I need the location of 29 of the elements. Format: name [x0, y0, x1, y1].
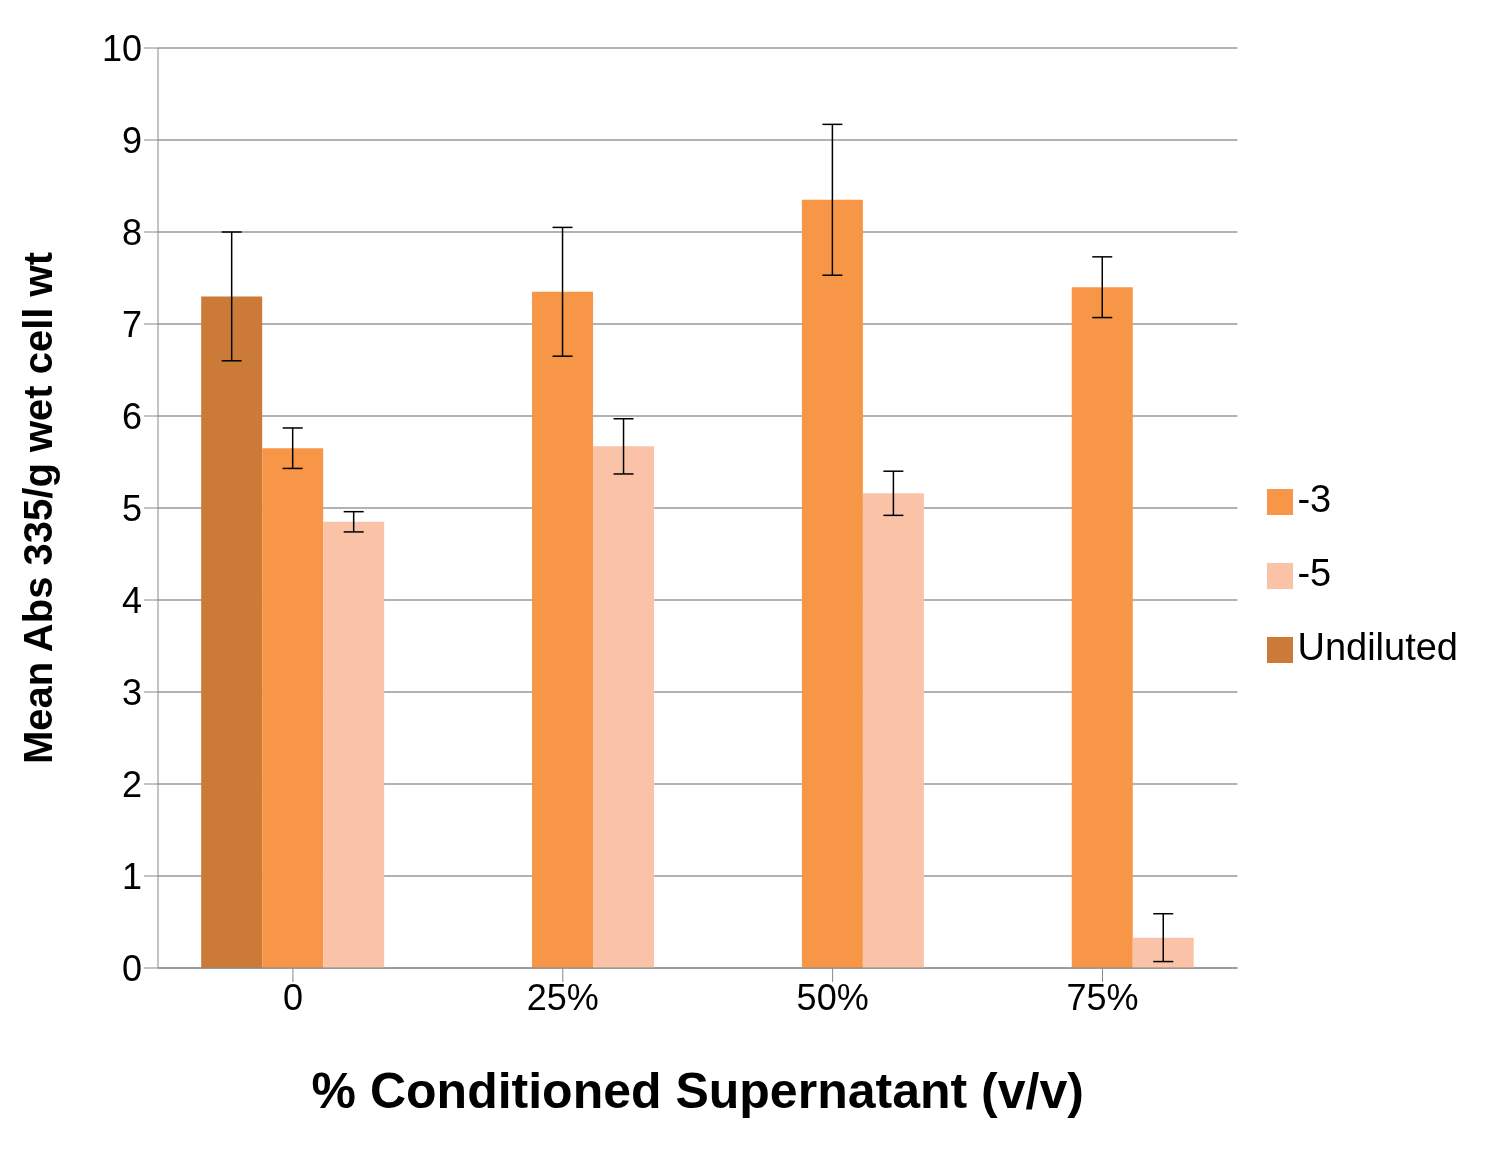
x-tick-label: 0 [282, 976, 303, 1018]
y-tick-label: 9 [121, 119, 142, 161]
y-tick-label: 8 [121, 211, 142, 253]
legend-label: -5 [1297, 552, 1332, 594]
y-tick-label: 2 [121, 763, 142, 805]
bar [262, 448, 324, 968]
y-tick-label: 1 [121, 855, 142, 897]
bar [801, 199, 863, 968]
bar [201, 296, 263, 968]
legend-label: Undiluted [1297, 626, 1458, 668]
y-tick-label: 4 [121, 579, 142, 621]
bar [532, 291, 594, 968]
bar [1071, 287, 1133, 968]
y-tick-label: 3 [121, 671, 142, 713]
bar [323, 521, 385, 968]
bar [593, 446, 655, 968]
x-tick-label: 25% [526, 976, 599, 1018]
x-tick-label: 75% [1066, 976, 1139, 1018]
y-axis-title: Mean Abs 335/g wet cell wt [16, 251, 61, 765]
bar [1132, 937, 1194, 968]
x-tick-label: 50% [796, 976, 869, 1018]
y-tick-label: 0 [121, 947, 142, 989]
y-tick-label: 7 [121, 303, 142, 345]
legend-label: -3 [1297, 478, 1332, 520]
y-tick-label: 10 [101, 27, 142, 69]
x-axis-title: % Conditioned Supernatant (v/v) [311, 1063, 1084, 1119]
y-tick-label: 5 [121, 487, 142, 529]
y-tick-label: 6 [121, 395, 142, 437]
bar [862, 493, 924, 968]
